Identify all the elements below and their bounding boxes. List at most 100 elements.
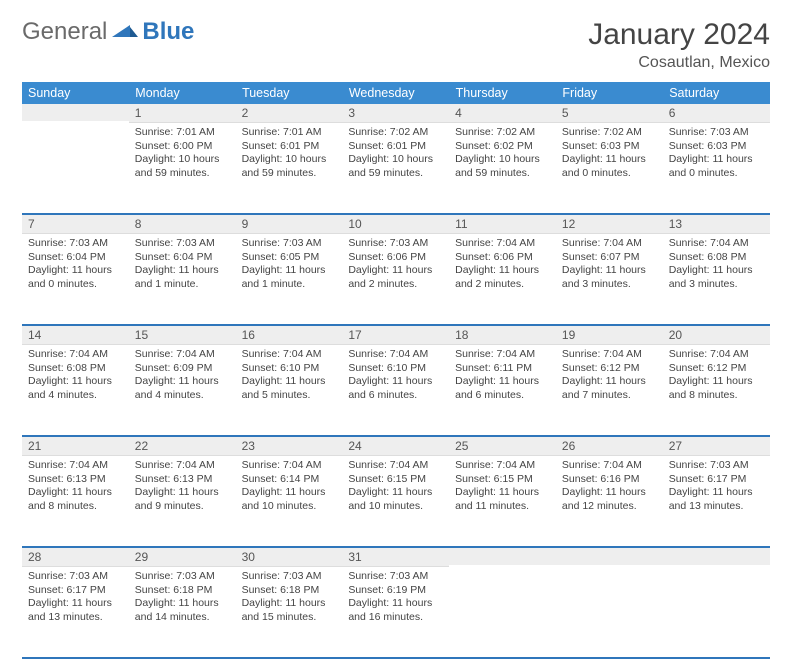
day-number-cell (449, 547, 556, 567)
empty-day-number (556, 548, 663, 565)
day-number: 17 (342, 326, 449, 345)
calendar-table: SundayMondayTuesdayWednesdayThursdayFrid… (22, 82, 770, 659)
day-number-cell: 18 (449, 325, 556, 345)
day-cell: Sunrise: 7:04 AMSunset: 6:12 PMDaylight:… (556, 345, 663, 436)
day-text: Sunrise: 7:01 AMSunset: 6:00 PMDaylight:… (129, 123, 236, 187)
day-text: Sunrise: 7:02 AMSunset: 6:03 PMDaylight:… (556, 123, 663, 187)
day-number: 18 (449, 326, 556, 345)
day-number: 19 (556, 326, 663, 345)
day-number: 21 (22, 437, 129, 456)
day-text: Sunrise: 7:03 AMSunset: 6:06 PMDaylight:… (342, 234, 449, 298)
day-cell: Sunrise: 7:04 AMSunset: 6:12 PMDaylight:… (663, 345, 770, 436)
day-number: 3 (342, 104, 449, 123)
day-number-cell: 25 (449, 436, 556, 456)
day-cell: Sunrise: 7:04 AMSunset: 6:13 PMDaylight:… (129, 456, 236, 547)
title-block: January 2024 Cosautlan, Mexico (588, 18, 770, 72)
day-text: Sunrise: 7:04 AMSunset: 6:15 PMDaylight:… (342, 456, 449, 520)
empty-day-number (663, 548, 770, 565)
day-text: Sunrise: 7:04 AMSunset: 6:12 PMDaylight:… (556, 345, 663, 409)
day-number-cell: 28 (22, 547, 129, 567)
day-number-cell: 27 (663, 436, 770, 456)
day-text: Sunrise: 7:03 AMSunset: 6:04 PMDaylight:… (129, 234, 236, 298)
day-number: 2 (236, 104, 343, 123)
logo-mark-icon (112, 18, 138, 46)
day-text: Sunrise: 7:03 AMSunset: 6:17 PMDaylight:… (663, 456, 770, 520)
day-number-cell: 12 (556, 214, 663, 234)
day-text: Sunrise: 7:03 AMSunset: 6:17 PMDaylight:… (22, 567, 129, 631)
weekday-header: Wednesday (342, 82, 449, 104)
day-number-cell (663, 547, 770, 567)
day-number: 26 (556, 437, 663, 456)
day-number: 8 (129, 215, 236, 234)
day-number-cell: 24 (342, 436, 449, 456)
day-number: 30 (236, 548, 343, 567)
day-cell: Sunrise: 7:01 AMSunset: 6:01 PMDaylight:… (236, 123, 343, 214)
day-number: 10 (342, 215, 449, 234)
day-cell: Sunrise: 7:04 AMSunset: 6:09 PMDaylight:… (129, 345, 236, 436)
empty-day-number (449, 548, 556, 565)
weekday-header: Tuesday (236, 82, 343, 104)
day-number-cell: 20 (663, 325, 770, 345)
day-text: Sunrise: 7:04 AMSunset: 6:11 PMDaylight:… (449, 345, 556, 409)
day-text: Sunrise: 7:03 AMSunset: 6:18 PMDaylight:… (236, 567, 343, 631)
day-number: 4 (449, 104, 556, 123)
day-cell: Sunrise: 7:03 AMSunset: 6:05 PMDaylight:… (236, 234, 343, 325)
day-number: 16 (236, 326, 343, 345)
day-text: Sunrise: 7:01 AMSunset: 6:01 PMDaylight:… (236, 123, 343, 187)
empty-day-number (22, 104, 129, 121)
day-number-cell: 10 (342, 214, 449, 234)
day-cell: Sunrise: 7:02 AMSunset: 6:02 PMDaylight:… (449, 123, 556, 214)
day-number: 6 (663, 104, 770, 123)
day-text: Sunrise: 7:03 AMSunset: 6:03 PMDaylight:… (663, 123, 770, 187)
page-title: January 2024 (588, 18, 770, 52)
page-subtitle: Cosautlan, Mexico (588, 54, 770, 72)
day-number-cell: 1 (129, 104, 236, 123)
day-cell (663, 567, 770, 658)
day-text: Sunrise: 7:04 AMSunset: 6:12 PMDaylight:… (663, 345, 770, 409)
day-number: 15 (129, 326, 236, 345)
day-number-cell: 2 (236, 104, 343, 123)
day-text: Sunrise: 7:04 AMSunset: 6:16 PMDaylight:… (556, 456, 663, 520)
day-text: Sunrise: 7:02 AMSunset: 6:01 PMDaylight:… (342, 123, 449, 187)
day-number-cell: 7 (22, 214, 129, 234)
header: General Blue January 2024 Cosautlan, Mex… (22, 18, 770, 72)
day-number: 14 (22, 326, 129, 345)
day-cell: Sunrise: 7:03 AMSunset: 6:17 PMDaylight:… (663, 456, 770, 547)
day-number-cell: 11 (449, 214, 556, 234)
day-number: 27 (663, 437, 770, 456)
day-text: Sunrise: 7:04 AMSunset: 6:08 PMDaylight:… (22, 345, 129, 409)
day-number-cell: 31 (342, 547, 449, 567)
day-text: Sunrise: 7:04 AMSunset: 6:10 PMDaylight:… (236, 345, 343, 409)
logo-text-1: General (22, 18, 107, 46)
day-number-cell: 26 (556, 436, 663, 456)
day-number: 13 (663, 215, 770, 234)
day-cell: Sunrise: 7:04 AMSunset: 6:10 PMDaylight:… (236, 345, 343, 436)
day-number-cell: 4 (449, 104, 556, 123)
day-number-cell: 8 (129, 214, 236, 234)
day-cell: Sunrise: 7:04 AMSunset: 6:10 PMDaylight:… (342, 345, 449, 436)
day-cell: Sunrise: 7:03 AMSunset: 6:18 PMDaylight:… (236, 567, 343, 658)
calendar-header-row: SundayMondayTuesdayWednesdayThursdayFrid… (22, 82, 770, 104)
weekday-header: Friday (556, 82, 663, 104)
day-cell (556, 567, 663, 658)
day-number: 1 (129, 104, 236, 123)
weekday-header: Thursday (449, 82, 556, 104)
day-cell: Sunrise: 7:04 AMSunset: 6:15 PMDaylight:… (342, 456, 449, 547)
day-cell (22, 123, 129, 214)
day-number: 22 (129, 437, 236, 456)
day-number: 9 (236, 215, 343, 234)
day-number: 5 (556, 104, 663, 123)
day-cell: Sunrise: 7:04 AMSunset: 6:07 PMDaylight:… (556, 234, 663, 325)
day-number: 29 (129, 548, 236, 567)
day-text: Sunrise: 7:03 AMSunset: 6:19 PMDaylight:… (342, 567, 449, 631)
day-number-cell: 3 (342, 104, 449, 123)
weekday-header: Monday (129, 82, 236, 104)
day-number-cell: 15 (129, 325, 236, 345)
day-cell: Sunrise: 7:03 AMSunset: 6:04 PMDaylight:… (22, 234, 129, 325)
weekday-header: Sunday (22, 82, 129, 104)
day-text: Sunrise: 7:04 AMSunset: 6:13 PMDaylight:… (22, 456, 129, 520)
day-number: 7 (22, 215, 129, 234)
day-text: Sunrise: 7:04 AMSunset: 6:09 PMDaylight:… (129, 345, 236, 409)
calendar-page: General Blue January 2024 Cosautlan, Mex… (0, 0, 792, 669)
day-text: Sunrise: 7:02 AMSunset: 6:02 PMDaylight:… (449, 123, 556, 187)
